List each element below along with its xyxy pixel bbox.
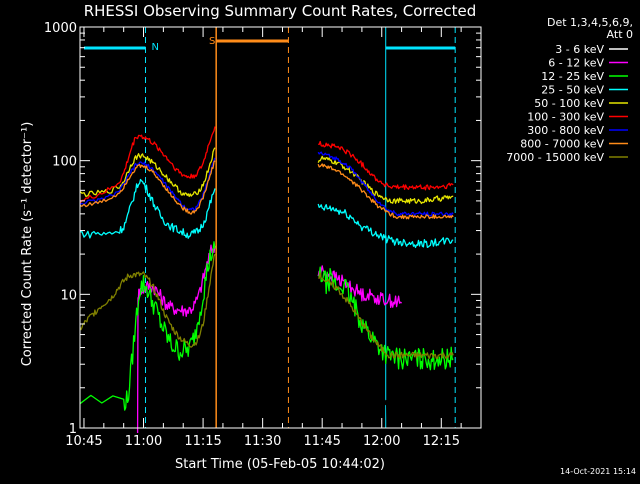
series-line-100-300-kev-segment-2	[318, 140, 454, 191]
series-line-12-25-kev-segment-2	[318, 266, 454, 371]
legend-entry-label: 7000 - 15000 keV	[506, 151, 604, 164]
observing-markers: NS	[83, 27, 456, 428]
series-800-7000-kev	[79, 160, 454, 220]
x-tick-label: 11:30	[244, 434, 281, 449]
axes: 1 10 100 1000 10:45 11:00 11:15 11:30 11:45 12:00…	[44, 21, 482, 449]
y-tick-label: 10	[60, 288, 77, 303]
series-line-6-12-kev-segment-1	[136, 244, 216, 434]
series-line-3-6-kev-segment-2	[317, 288, 394, 436]
x-tick-label: 10:45	[65, 434, 102, 449]
series-line-25-50-kev-segment-2	[317, 203, 454, 249]
saa-marker-label: S	[209, 36, 215, 47]
timestamp-stamp: 14-Oct-2021 15:14	[560, 467, 636, 476]
series-100-300-kev	[79, 126, 454, 204]
legend-header-line: Att 0	[607, 28, 633, 41]
y-axis-label: Corrected Count Rate (s⁻¹ detector⁻¹)	[20, 122, 35, 367]
chart-title: RHESSI Observing Summary Count Rates, Co…	[84, 2, 477, 20]
series-line-7000-15000-kev-segment-2	[317, 272, 454, 360]
series-300-800-kev	[79, 151, 454, 217]
legend-entry-label: 3 - 6 keV	[555, 43, 604, 56]
y-tick-label: 100	[52, 155, 77, 170]
x-tick-label: 12:15	[423, 434, 460, 449]
legend-entry-label: 50 - 100 keV	[534, 97, 604, 110]
series-line-800-7000-kev-segment-1	[79, 160, 216, 215]
x-tick-label: 11:00	[125, 434, 162, 449]
series-line-300-800-kev-segment-1	[79, 157, 216, 212]
legend-entry-label: 800 - 7000 keV	[520, 138, 604, 151]
series-line-300-800-kev-segment-2	[317, 151, 454, 217]
y-tick-label: 1000	[44, 21, 77, 36]
x-tick-label: 11:15	[184, 434, 221, 449]
y-tick-label: 1	[69, 422, 77, 437]
x-tick-label: 12:00	[363, 434, 400, 449]
x-tick-label: 11:45	[303, 434, 340, 449]
night-marker-label: N	[151, 42, 158, 53]
legend-entry-label: 6 - 12 keV	[548, 57, 604, 70]
x-axis-label: Start Time (05-Feb-05 10:44:02)	[175, 457, 385, 472]
legend-header-line: Det 1,3,4,5,6,9,	[547, 16, 633, 29]
series-25-50-kev	[79, 178, 454, 249]
series-line-12-25-kev-segment-1	[79, 241, 216, 411]
plot-frame	[79, 26, 482, 429]
series-line-7000-15000-kev-segment-1	[79, 253, 216, 348]
series-group	[79, 126, 454, 436]
series-line-25-50-kev-segment-1	[79, 178, 216, 239]
legend-entry-label: 12 - 25 keV	[541, 70, 604, 83]
legend-entry-label: 100 - 300 keV	[527, 111, 604, 124]
series-7000-15000-kev	[79, 253, 454, 360]
legend-entry-label: 25 - 50 keV	[541, 84, 604, 97]
series-line-50-100-kev-segment-1	[79, 147, 216, 198]
series-line-100-300-kev-segment-1	[79, 126, 216, 204]
series-line-800-7000-kev-segment-2	[317, 163, 454, 220]
series-12-25-kev	[79, 241, 454, 411]
legend-entry-label: 300 - 800 keV	[527, 124, 604, 137]
